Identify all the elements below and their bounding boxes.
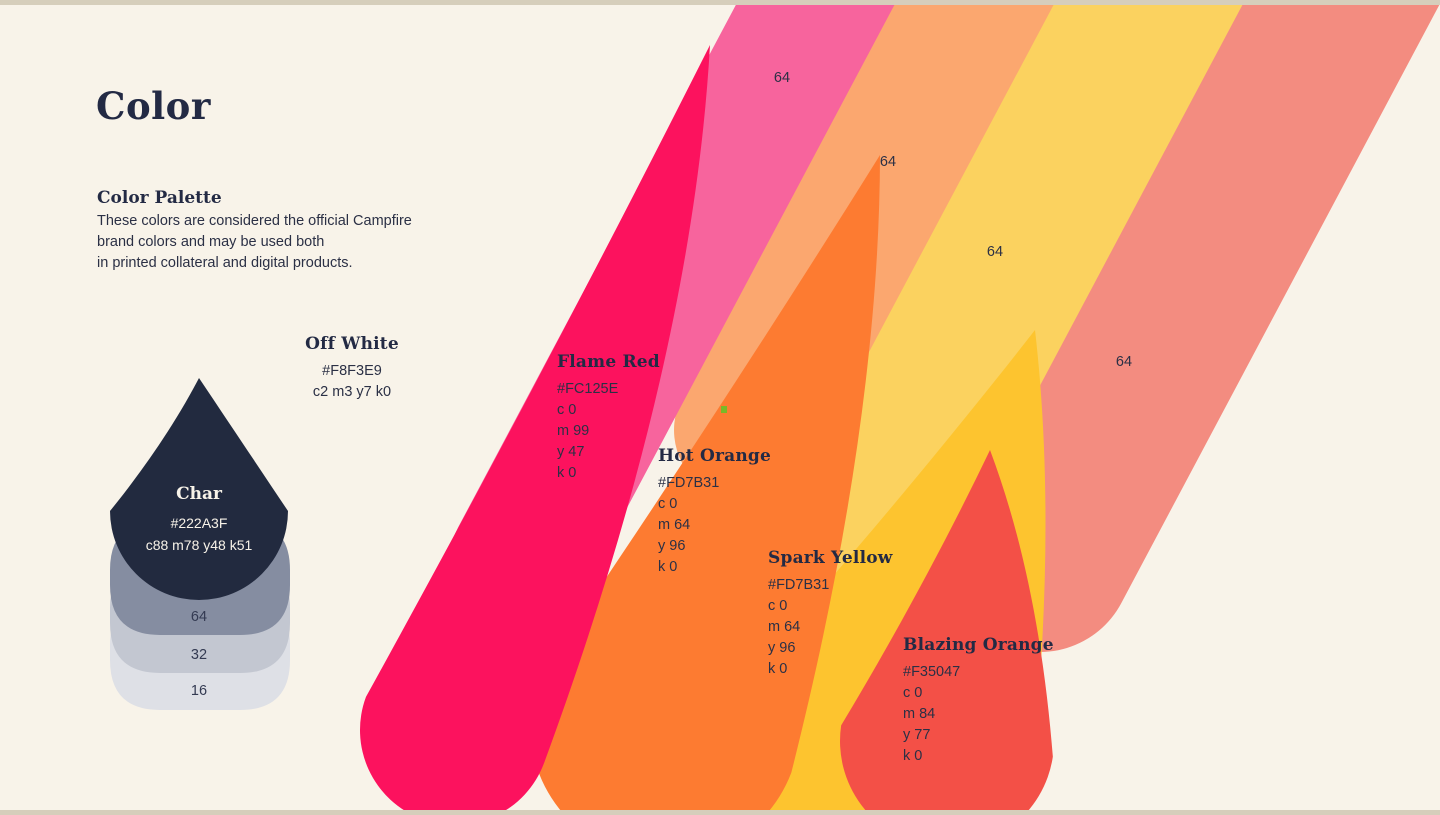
char-drop: [110, 378, 288, 600]
char-tint-16-label: 16: [190, 683, 208, 699]
swatch-off-white: Off White #F8F3E9 c2 m3 y7 k0: [305, 334, 399, 403]
section-heading: Color Palette: [97, 188, 222, 208]
hot-orange-drop: [530, 155, 880, 815]
body-line: brand colors and may be used both: [97, 234, 325, 250]
swatch-blazing-orange: Blazing Orange #F35047 c 0 m 84 y 77 k 0: [903, 635, 1054, 767]
swatch-hex: #F8F3E9: [322, 363, 382, 379]
swatch-cmyk-y: y 77: [903, 727, 931, 743]
spark-yellow-tint-stripe: [766, 0, 1246, 645]
blazing-orange-drop: [840, 450, 1053, 815]
swatch-hex: #FD7B31: [658, 475, 720, 491]
swatch-name: Blazing Orange: [903, 635, 1054, 655]
swatch-name: Off White: [305, 334, 399, 354]
swatch-cmyk-c: c 0: [903, 685, 923, 701]
swatch-spark-yellow: Spark Yellow #FD7B31 c 0 m 64 y 96 k 0: [768, 548, 893, 680]
blazing-orange-tint-stripe: [948, 0, 1440, 652]
swatch-cmyk-c: c 0: [658, 496, 678, 512]
swatch-cmyk-k: k 0: [658, 559, 678, 575]
swatch-name: Spark Yellow: [768, 548, 893, 568]
body-line: These colors are considered the official…: [97, 213, 412, 229]
swatch-cmyk-m: m 64: [658, 517, 691, 533]
swatch-name: Char: [176, 484, 222, 504]
swatch-hex: #FC125E: [557, 381, 619, 397]
swatch-flame-red: Flame Red #FC125E c 0 m 99 y 47 k 0: [557, 352, 660, 484]
char-tint-32-label: 32: [190, 647, 208, 663]
swatch-cmyk-c: c 0: [768, 598, 788, 614]
swatch-hex: #222A3F: [170, 515, 228, 531]
flame-red-drop: [360, 45, 710, 815]
swatch-cmyk: c88 m78 y48 k51: [145, 537, 253, 553]
window-frame-top: [0, 0, 1440, 5]
swatch-cmyk-k: k 0: [557, 465, 577, 481]
swatch-cmyk-m: m 84: [903, 706, 936, 722]
section-body: These colors are considered the official…: [97, 211, 412, 274]
flame-red-tint-label: 64: [773, 70, 791, 86]
swatch-name: Hot Orange: [658, 446, 772, 466]
window-frame-bottom: [0, 810, 1440, 815]
swatch-cmyk-k: k 0: [903, 748, 923, 764]
swatch-cmyk-c: c 0: [557, 402, 577, 418]
swatch-name: Flame Red: [557, 352, 660, 372]
swatch-cmyk: c2 m3 y7 k0: [312, 384, 392, 400]
spark-yellow-tint-label: 64: [986, 244, 1004, 260]
swatch-cmyk-y: y 96: [658, 538, 686, 554]
body-line: in printed collateral and digital produc…: [97, 255, 353, 271]
swatch-cmyk-y: y 96: [768, 640, 796, 656]
hot-orange-tint-label: 64: [879, 154, 897, 170]
char-tint-64-label: 64: [190, 609, 208, 625]
cursor-artifact: [721, 406, 727, 413]
swatch-hex: #F35047: [903, 664, 961, 680]
swatch-cmyk-m: m 64: [768, 619, 801, 635]
swatch-cmyk-y: y 47: [557, 444, 585, 460]
blazing-orange-tint-label: 64: [1115, 354, 1133, 370]
swatch-hot-orange: Hot Orange #FD7B31 c 0 m 64 y 96 k 0: [658, 446, 771, 578]
swatch-hex: #FD7B31: [768, 577, 830, 593]
swatch-cmyk-m: m 99: [557, 423, 590, 439]
page-title: Color: [96, 84, 211, 128]
swatch-cmyk-k: k 0: [768, 661, 788, 677]
swatch-char: Char #222A3F c88 m78 y48 k51: [146, 484, 253, 556]
